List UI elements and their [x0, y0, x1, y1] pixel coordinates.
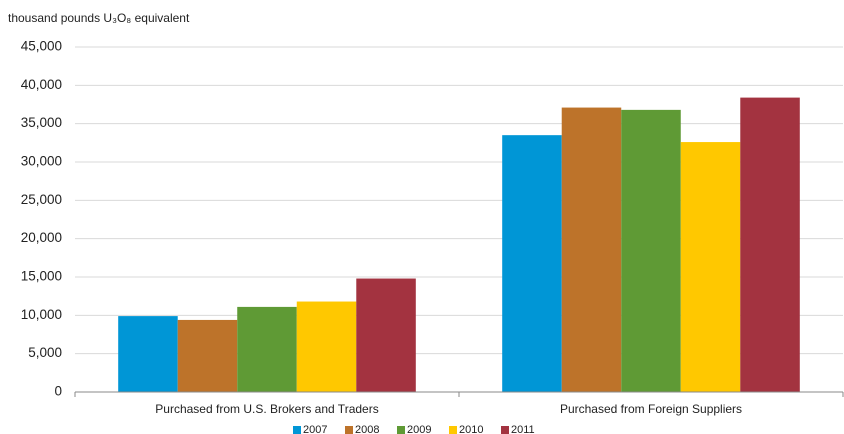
x-tick-label: Purchased from U.S. Brokers and Traders — [155, 402, 378, 416]
y-tick-label: 15,000 — [21, 269, 62, 284]
legend-label: 2011 — [511, 424, 535, 434]
y-tick-label: 10,000 — [21, 307, 62, 322]
x-tick-label: Purchased from Foreign Suppliers — [560, 402, 742, 416]
legend-swatch — [293, 426, 301, 434]
legend-label: 2007 — [303, 424, 327, 434]
legend-swatch — [397, 426, 405, 434]
legend-swatch — [501, 426, 509, 434]
bar — [177, 319, 238, 392]
y-tick-label: 45,000 — [21, 39, 62, 54]
legend-label: 2009 — [407, 424, 431, 434]
legend-swatch — [345, 426, 353, 434]
bar — [502, 135, 562, 392]
bar — [296, 301, 357, 392]
bar — [740, 97, 800, 392]
legend-swatch — [449, 426, 457, 434]
bar — [680, 142, 741, 392]
y-tick-label: 35,000 — [21, 115, 62, 130]
y-tick-label: 5,000 — [28, 345, 62, 360]
bar — [561, 107, 622, 393]
bar — [118, 316, 178, 392]
y-tick-label: 0 — [54, 384, 62, 399]
y-axis-label: thousand pounds U₃O₈ equivalent — [8, 11, 190, 25]
y-tick-label: 40,000 — [21, 77, 62, 92]
y-tick-label: 20,000 — [21, 230, 62, 245]
bar — [237, 306, 297, 392]
bar — [621, 109, 681, 392]
bar — [356, 278, 416, 392]
legend-label: 2010 — [459, 424, 483, 434]
legend-label: 2008 — [355, 424, 379, 434]
y-tick-label: 30,000 — [21, 154, 62, 169]
y-tick-label: 25,000 — [21, 192, 62, 207]
